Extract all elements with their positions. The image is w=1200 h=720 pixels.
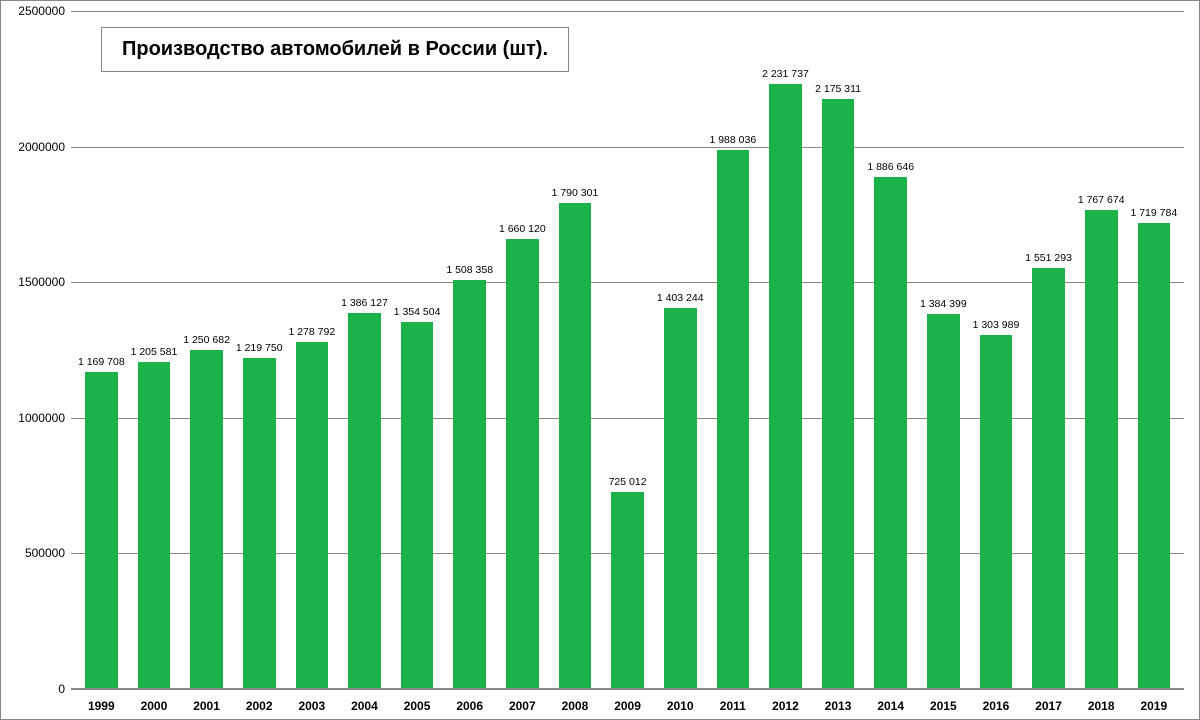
bar-value-label: 1 278 792 [288, 326, 335, 338]
bar-group: 1 988 036 [707, 11, 760, 689]
x-axis-labels: 1999200020012002200320042005200620072008… [71, 699, 1184, 713]
bar-value-label: 1 790 301 [552, 187, 599, 199]
bar-value-label: 725 012 [609, 476, 647, 488]
bar-group: 1 278 792 [286, 11, 339, 689]
bar-value-label: 2 231 737 [762, 68, 809, 80]
bar: 1 278 792 [296, 342, 329, 689]
bar-value-label: 1 384 399 [920, 298, 967, 310]
bar-group: 1 551 293 [1022, 11, 1075, 689]
bar-value-label: 1 660 120 [499, 223, 546, 235]
bar: 1 767 674 [1085, 210, 1118, 689]
bar: 1 250 682 [190, 350, 223, 689]
bar-value-label: 1 219 750 [236, 342, 283, 354]
bar: 2 231 737 [769, 84, 802, 689]
bar-group: 2 175 311 [812, 11, 865, 689]
bar-group: 1 508 358 [443, 11, 496, 689]
bar-value-label: 1 719 784 [1130, 207, 1177, 219]
bar: 1 354 504 [401, 322, 434, 689]
x-axis-label: 2007 [496, 699, 549, 713]
bar: 725 012 [611, 492, 644, 689]
bar-value-label: 1 250 682 [183, 334, 230, 346]
bar-value-label: 1 386 127 [341, 297, 388, 309]
bar-value-label: 1 354 504 [394, 306, 441, 318]
x-axis-label: 2017 [1022, 699, 1075, 713]
bar-value-label: 1 403 244 [657, 292, 704, 304]
bar-group: 1 767 674 [1075, 11, 1128, 689]
y-axis-label: 2500000 [18, 4, 65, 18]
bar: 1 303 989 [980, 335, 1013, 689]
bar-group: 2 231 737 [759, 11, 812, 689]
x-axis-label: 2002 [233, 699, 286, 713]
bar-group: 1 303 989 [970, 11, 1023, 689]
x-axis-label: 2005 [391, 699, 444, 713]
bar: 1 660 120 [506, 239, 539, 689]
bar-value-label: 1 205 581 [131, 346, 178, 358]
x-axis-label: 2004 [338, 699, 391, 713]
bar: 1 205 581 [138, 362, 171, 689]
bar-group: 1 384 399 [917, 11, 970, 689]
x-axis-label: 2014 [864, 699, 917, 713]
bar: 1 719 784 [1138, 223, 1171, 689]
y-axis-label: 2000000 [18, 140, 65, 154]
chart-container: Производство автомобилей в России (шт). … [0, 0, 1200, 720]
bar-group: 1 169 708 [75, 11, 128, 689]
y-axis-label: 1500000 [18, 275, 65, 289]
x-axis-label: 2012 [759, 699, 812, 713]
bar-group: 1 205 581 [128, 11, 181, 689]
bar-group: 1 219 750 [233, 11, 286, 689]
x-axis-label: 2018 [1075, 699, 1128, 713]
bar-group: 1 386 127 [338, 11, 391, 689]
y-axis-label: 1000000 [18, 411, 65, 425]
x-axis-label: 2015 [917, 699, 970, 713]
x-axis-label: 2011 [707, 699, 760, 713]
bar-group: 1 354 504 [391, 11, 444, 689]
bars-area: 1 169 708 1 205 581 1 250 682 1 219 750 1 27… [71, 11, 1184, 689]
bar-group: 725 012 [601, 11, 654, 689]
x-axis-label: 2008 [549, 699, 602, 713]
x-axis-baseline [71, 688, 1184, 689]
bar-value-label: 1 508 358 [446, 264, 493, 276]
bar-group: 1 886 646 [864, 11, 917, 689]
chart-title-box: Производство автомобилей в России (шт). [101, 27, 569, 72]
bar: 1 386 127 [348, 313, 381, 689]
bar-value-label: 1 988 036 [709, 134, 756, 146]
bar-value-label: 1 303 989 [973, 319, 1020, 331]
y-axis-label: 500000 [25, 546, 65, 560]
bar-group: 1 790 301 [549, 11, 602, 689]
y-axis-label: 0 [58, 682, 65, 696]
bar-value-label: 1 551 293 [1025, 252, 1072, 264]
bar: 2 175 311 [822, 99, 855, 689]
bar-group: 1 660 120 [496, 11, 549, 689]
x-axis-label: 2016 [970, 699, 1023, 713]
plot-area: Производство автомобилей в России (шт). … [71, 11, 1184, 689]
x-axis-label: 1999 [75, 699, 128, 713]
bar-group: 1 719 784 [1128, 11, 1181, 689]
bar-value-label: 1 886 646 [867, 161, 914, 173]
bar: 1 219 750 [243, 358, 276, 689]
x-axis-label: 2009 [601, 699, 654, 713]
bar: 1 508 358 [453, 280, 486, 689]
x-axis-label: 2000 [128, 699, 181, 713]
bar-group: 1 403 244 [654, 11, 707, 689]
bar: 1 403 244 [664, 308, 697, 689]
bar: 1 988 036 [717, 150, 750, 689]
x-axis-label: 2001 [180, 699, 233, 713]
bar: 1 169 708 [85, 372, 118, 689]
x-axis-label: 2003 [286, 699, 339, 713]
x-axis-label: 2019 [1128, 699, 1181, 713]
bar-value-label: 1 169 708 [78, 356, 125, 368]
bar: 1 790 301 [559, 203, 592, 689]
bar-value-label: 1 767 674 [1078, 194, 1125, 206]
x-axis-label: 2013 [812, 699, 865, 713]
bar-group: 1 250 682 [180, 11, 233, 689]
chart-title: Производство автомобилей в России (шт). [122, 38, 548, 61]
x-axis-label: 2010 [654, 699, 707, 713]
bar: 1 384 399 [927, 314, 960, 689]
x-axis-label: 2006 [443, 699, 496, 713]
bar-value-label: 2 175 311 [815, 83, 861, 95]
bar: 1 551 293 [1032, 268, 1065, 689]
bar: 1 886 646 [874, 177, 907, 689]
gridline: 0 [71, 689, 1184, 690]
